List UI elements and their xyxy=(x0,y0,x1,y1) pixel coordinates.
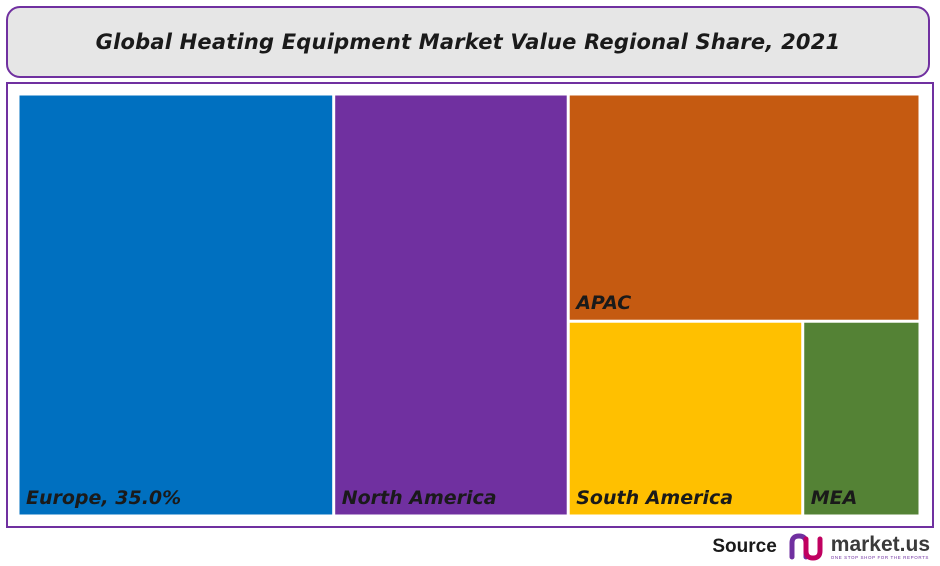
chart-title-box: Global Heating Equipment Market Value Re… xyxy=(6,6,930,78)
treemap-label-apac: APAC xyxy=(574,292,631,314)
source-label: Source xyxy=(712,536,777,557)
treemap-label-north-america: North America xyxy=(342,487,497,509)
brand-name: market.us xyxy=(830,532,930,556)
treemap-tile-apac xyxy=(569,95,919,320)
treemap-tile-south-america xyxy=(569,322,802,515)
treemap-tile-north-america xyxy=(335,95,567,515)
chart-title: Global Heating Equipment Market Value Re… xyxy=(95,30,841,54)
brand-block: market.us ONE STOP SHOP FOR THE REPORTS xyxy=(831,534,930,561)
treemap-label-europe: Europe, 35.0% xyxy=(26,487,181,509)
treemap-tile-europe xyxy=(19,95,333,515)
treemap-tile-mea xyxy=(804,322,919,515)
market-us-logo-icon xyxy=(789,533,823,561)
brand-tagline: ONE STOP SHOP FOR THE REPORTS xyxy=(830,554,930,560)
treemap-label-south-america: South America xyxy=(576,487,733,509)
treemap-label-mea: MEA xyxy=(811,487,858,509)
source-row: Source market.us ONE STOP SHOP FOR THE R… xyxy=(712,532,930,562)
